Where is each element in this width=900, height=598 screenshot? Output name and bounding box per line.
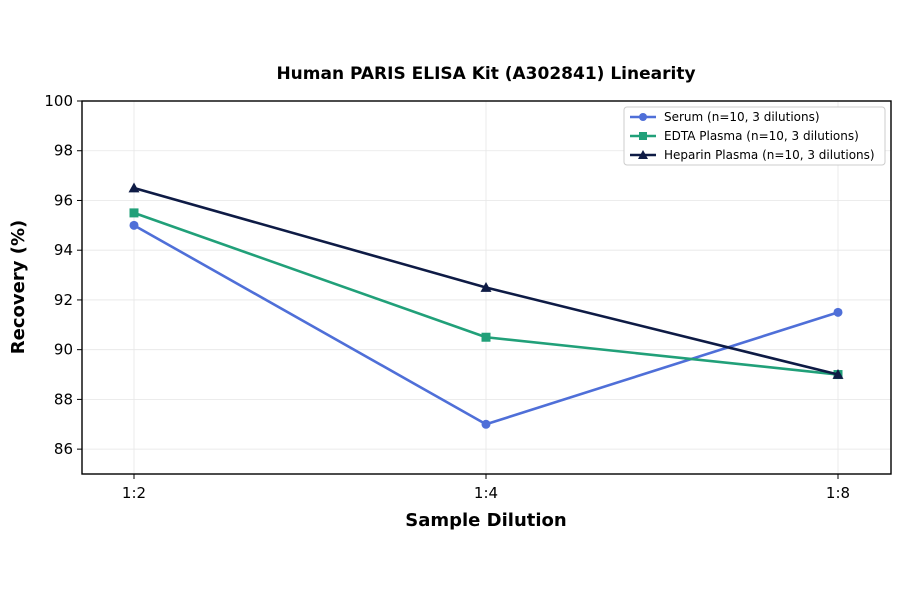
y-axis-label: Recovery (%) <box>8 220 29 354</box>
legend-marker <box>639 113 647 121</box>
data-point <box>129 208 139 218</box>
data-point <box>128 182 140 193</box>
data-point <box>832 369 844 379</box>
y-tick-label: 88 <box>54 390 73 408</box>
legend-item: EDTA Plasma (n=10, 3 dilutions) <box>630 129 859 143</box>
y-tick-label: 94 <box>54 241 73 259</box>
y-tick-label: 96 <box>54 191 73 209</box>
legend-item: Serum (n=10, 3 dilutions) <box>630 110 820 124</box>
data-point <box>129 220 139 230</box>
axis-ticks: 86 88 90 92 94 96 98 100 1:2 1:4 1:8 <box>44 92 850 502</box>
x-tick-label: 1:8 <box>826 484 850 502</box>
legend-item: Heparin Plasma (n=10, 3 dilutions) <box>630 148 875 162</box>
legend-label: Serum (n=10, 3 dilutions) <box>664 110 820 124</box>
y-tick-label: 100 <box>44 92 73 110</box>
data-point <box>481 332 491 342</box>
data-point <box>480 282 492 292</box>
data-point <box>481 419 491 429</box>
legend-marker <box>639 132 647 140</box>
legend-label: Heparin Plasma (n=10, 3 dilutions) <box>664 148 875 162</box>
y-tick-label: 90 <box>54 341 73 359</box>
y-tick-label: 92 <box>54 291 73 309</box>
legend: Serum (n=10, 3 dilutions) EDTA Plasma (n=… <box>623 106 886 166</box>
series-layer <box>128 182 844 429</box>
x-tick-label: 1:4 <box>474 484 498 502</box>
legend-marker <box>638 150 648 159</box>
series-3 <box>128 182 844 379</box>
y-tick-label: 98 <box>54 142 73 160</box>
chart-title: Human PARIS ELISA Kit (A302841) Linearit… <box>276 64 695 84</box>
legend-label: EDTA Plasma (n=10, 3 dilutions) <box>664 129 859 143</box>
legend-box <box>623 106 886 166</box>
series-1 <box>129 220 843 429</box>
y-tick-label: 86 <box>54 440 73 458</box>
data-point <box>833 307 843 317</box>
x-axis-label: Sample Dilution <box>405 510 566 531</box>
x-tick-label: 1:2 <box>122 484 146 502</box>
